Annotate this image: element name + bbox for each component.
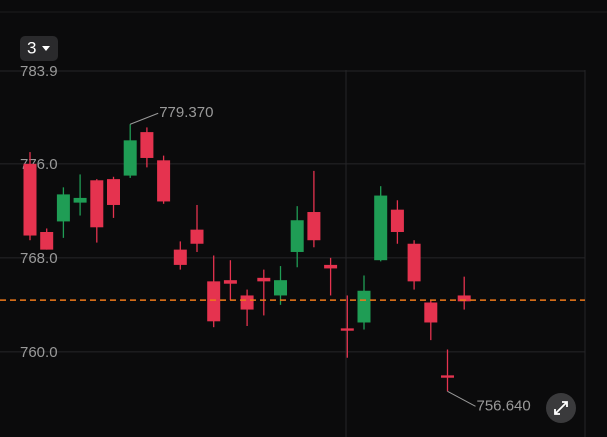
candle-body	[73, 197, 87, 203]
y-tick-label: 783.9	[20, 63, 58, 80]
candle-body	[307, 212, 321, 241]
candle-body	[390, 209, 404, 232]
candle-body	[240, 295, 254, 310]
dropdown-box[interactable]	[20, 36, 58, 61]
dropdown-arrow[interactable]	[42, 46, 50, 51]
candle-body	[140, 132, 154, 158]
candle-body	[23, 163, 37, 236]
y-tick-label: 768.0	[20, 250, 58, 267]
annotation-label: 779.370	[159, 104, 213, 121]
annotation-label: 756.640	[477, 397, 531, 414]
candle-body	[190, 229, 204, 244]
candle-body	[107, 179, 120, 205]
candle-body	[274, 280, 287, 296]
candle-body	[340, 328, 354, 331]
candle-body	[173, 249, 187, 265]
candle-body	[357, 290, 371, 323]
interval-dropdown[interactable]: 3	[20, 36, 58, 61]
candle-body	[223, 280, 237, 284]
candle-body	[257, 277, 271, 282]
candle-body	[157, 160, 171, 202]
candle-body	[407, 243, 421, 282]
expand-icon[interactable]	[554, 401, 568, 415]
candle-body	[40, 231, 54, 250]
candle-body	[290, 220, 304, 252]
candle-body	[457, 295, 471, 302]
candle-body	[56, 194, 70, 222]
candle-body	[123, 140, 137, 176]
annotation-leader	[447, 390, 476, 407]
candle-body	[90, 180, 104, 228]
expand-button[interactable]	[546, 393, 576, 423]
annotation-leader	[130, 112, 159, 125]
candle-body	[374, 195, 388, 261]
y-tick-label: 760.0	[20, 344, 58, 361]
candle-body	[441, 375, 454, 378]
candle-body	[207, 281, 221, 322]
candle-body	[324, 264, 338, 269]
candle-body	[424, 302, 438, 323]
dropdown-label[interactable]: 3	[27, 38, 36, 57]
